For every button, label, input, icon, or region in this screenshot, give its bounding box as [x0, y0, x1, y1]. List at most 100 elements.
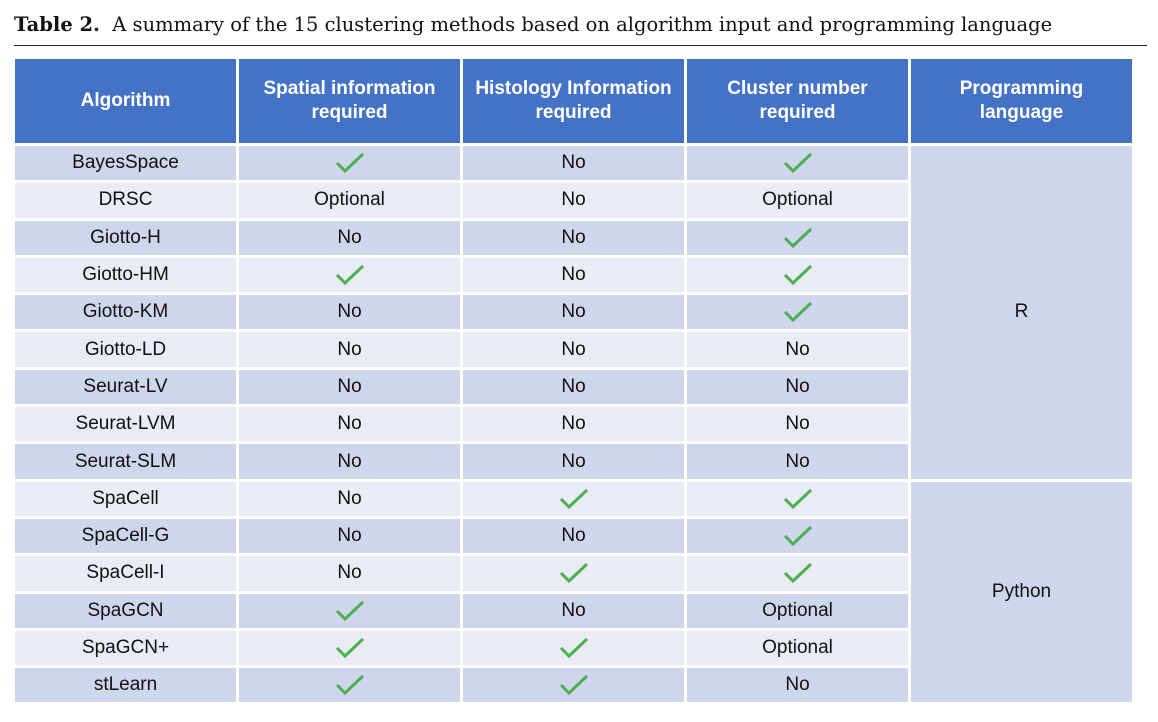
cell-spatial [239, 630, 460, 666]
check-icon [335, 674, 365, 696]
cell-histology [463, 481, 684, 516]
check-icon [335, 264, 365, 286]
check-icon [783, 152, 813, 174]
check-icon [783, 301, 813, 323]
cell-spatial: No [239, 332, 460, 367]
table-row: BayesSpace No R [15, 146, 1132, 479]
language-cell: Python [911, 481, 1132, 703]
cell-algorithm: DRSC [15, 183, 236, 218]
check-icon [559, 637, 589, 659]
table-row: Seurat-SLM No No No [15, 444, 1132, 479]
check-icon [335, 152, 365, 174]
table-body: BayesSpace No R DRSC Optional No Optional Giott… [15, 146, 1132, 703]
cell-algorithm: Seurat-SLM [15, 444, 236, 479]
table-row: SpaCell-I No [15, 556, 1132, 591]
cell-histology: No [463, 183, 684, 218]
table-caption: Table 2. A summary of the 15 clustering … [14, 12, 1147, 38]
caption-rule [14, 45, 1147, 46]
cell-cluster-number [687, 220, 908, 255]
check-icon [783, 562, 813, 584]
cell-histology [463, 668, 684, 703]
cell-cluster-number: Optional [687, 630, 908, 666]
cell-histology: No [463, 369, 684, 405]
table-row: SpaGCN No Optional [15, 593, 1132, 628]
check-icon [559, 674, 589, 696]
cell-spatial: Optional [239, 183, 460, 218]
caption-text: A summary of the 15 clustering methods b… [112, 13, 1053, 36]
cell-algorithm: SpaCell-G [15, 518, 236, 554]
header-histology: Histology Information required [463, 59, 684, 143]
cell-histology: No [463, 220, 684, 255]
summary-table: Algorithm Spatial information required H… [12, 56, 1135, 705]
cell-histology: No [463, 593, 684, 628]
table-row: Giotto-HM No [15, 257, 1132, 293]
cell-algorithm: SpaCell-I [15, 556, 236, 591]
cell-spatial: No [239, 518, 460, 554]
cell-histology: No [463, 257, 684, 293]
cell-cluster-number: No [687, 407, 908, 442]
table-row: stLearn No [15, 668, 1132, 703]
cell-spatial [239, 668, 460, 703]
cell-spatial: No [239, 220, 460, 255]
check-icon [335, 637, 365, 659]
check-icon [783, 227, 813, 249]
table-row: SpaGCN+ Optional [15, 630, 1132, 666]
table-row: Giotto-LD No No No [15, 332, 1132, 367]
cell-algorithm: SpaGCN [15, 593, 236, 628]
cell-algorithm: Giotto-HM [15, 257, 236, 293]
table-row: Seurat-LV No No No [15, 369, 1132, 405]
cell-histology: No [463, 295, 684, 330]
check-icon [559, 562, 589, 584]
cell-spatial: No [239, 407, 460, 442]
cell-spatial [239, 593, 460, 628]
cell-spatial: No [239, 556, 460, 591]
cell-algorithm: Seurat-LVM [15, 407, 236, 442]
cell-histology [463, 556, 684, 591]
cell-cluster-number: Optional [687, 183, 908, 218]
cell-spatial: No [239, 369, 460, 405]
cell-algorithm: SpaGCN+ [15, 630, 236, 666]
table-row: SpaCell-G No No [15, 518, 1132, 554]
cell-histology: No [463, 518, 684, 554]
cell-cluster-number [687, 295, 908, 330]
cell-cluster-number: No [687, 332, 908, 367]
cell-algorithm: Giotto-KM [15, 295, 236, 330]
check-icon [559, 488, 589, 510]
cell-spatial [239, 146, 460, 181]
cell-spatial: No [239, 444, 460, 479]
language-cell: R [911, 146, 1132, 479]
table-row: Giotto-KM No No [15, 295, 1132, 330]
cell-cluster-number: No [687, 369, 908, 405]
cell-algorithm: BayesSpace [15, 146, 236, 181]
cell-histology: No [463, 332, 684, 367]
check-icon [783, 488, 813, 510]
header-language: Programming language [911, 59, 1132, 143]
check-icon [783, 264, 813, 286]
cell-algorithm: Seurat-LV [15, 369, 236, 405]
cell-algorithm: Giotto-H [15, 220, 236, 255]
table-row: DRSC Optional No Optional [15, 183, 1132, 218]
cell-algorithm: Giotto-LD [15, 332, 236, 367]
check-icon [335, 600, 365, 622]
cell-cluster-number [687, 518, 908, 554]
cell-cluster-number: No [687, 444, 908, 479]
cell-spatial: No [239, 295, 460, 330]
cell-algorithm: stLearn [15, 668, 236, 703]
cell-algorithm: SpaCell [15, 481, 236, 516]
cell-cluster-number [687, 257, 908, 293]
table-row: Seurat-LVM No No No [15, 407, 1132, 442]
cell-spatial: No [239, 481, 460, 516]
cell-histology: No [463, 444, 684, 479]
cell-histology: No [463, 146, 684, 181]
cell-histology: No [463, 407, 684, 442]
cell-cluster-number [687, 556, 908, 591]
cell-cluster-number: Optional [687, 593, 908, 628]
header-row: Algorithm Spatial information required H… [15, 59, 1132, 143]
cell-cluster-number [687, 146, 908, 181]
header-algorithm: Algorithm [15, 59, 236, 143]
cell-spatial [239, 257, 460, 293]
table-row: SpaCell No Python [15, 481, 1132, 703]
header-cluster-number: Cluster number required [687, 59, 908, 143]
header-spatial: Spatial information required [239, 59, 460, 143]
cell-histology [463, 630, 684, 666]
